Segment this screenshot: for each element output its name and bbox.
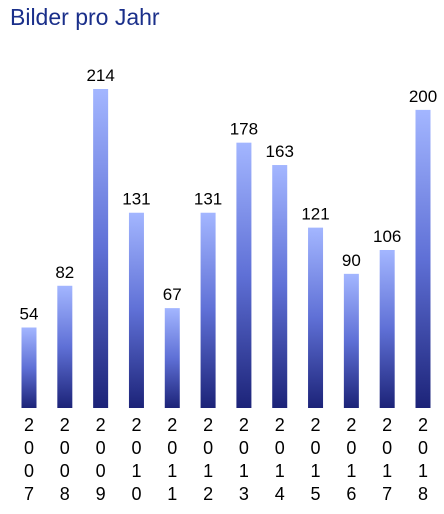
value-label: 200 — [409, 87, 437, 106]
value-label: 131 — [122, 190, 150, 209]
x-tick-label: 2017 — [382, 415, 393, 504]
bar — [308, 227, 324, 408]
bar — [236, 142, 252, 408]
bar — [21, 327, 37, 408]
value-label: 54 — [20, 305, 39, 324]
value-label: 106 — [373, 227, 401, 246]
bar — [415, 109, 431, 409]
x-tick-label: 2015 — [310, 415, 321, 504]
value-label: 214 — [86, 66, 114, 85]
x-tick-label: 2011 — [167, 415, 178, 504]
x-tick-label: 2016 — [346, 415, 357, 504]
value-label: 178 — [230, 120, 258, 139]
value-label: 82 — [55, 263, 74, 282]
x-tick-label: 2008 — [59, 415, 70, 504]
bar — [379, 249, 395, 408]
x-tick-label: 2009 — [95, 415, 106, 504]
bar — [57, 285, 73, 408]
value-label: 121 — [301, 205, 329, 224]
value-label: 67 — [163, 285, 182, 304]
bar — [93, 89, 109, 408]
value-label: 90 — [342, 251, 361, 270]
bar — [272, 165, 288, 408]
chart-title: Bilder pro Jahr — [10, 4, 160, 30]
bar — [164, 308, 180, 408]
x-tick-label: 2013 — [238, 415, 249, 504]
x-tick-label: 2012 — [203, 415, 214, 504]
value-label: 163 — [266, 142, 294, 161]
x-tick-label: 2014 — [274, 415, 285, 504]
bar — [200, 212, 216, 408]
bar — [343, 273, 359, 408]
x-tick-label: 2018 — [417, 415, 428, 504]
bar — [128, 212, 144, 408]
x-tick-label: 2007 — [23, 415, 34, 504]
value-label: 131 — [194, 190, 222, 209]
x-tick-label: 2010 — [131, 415, 142, 504]
